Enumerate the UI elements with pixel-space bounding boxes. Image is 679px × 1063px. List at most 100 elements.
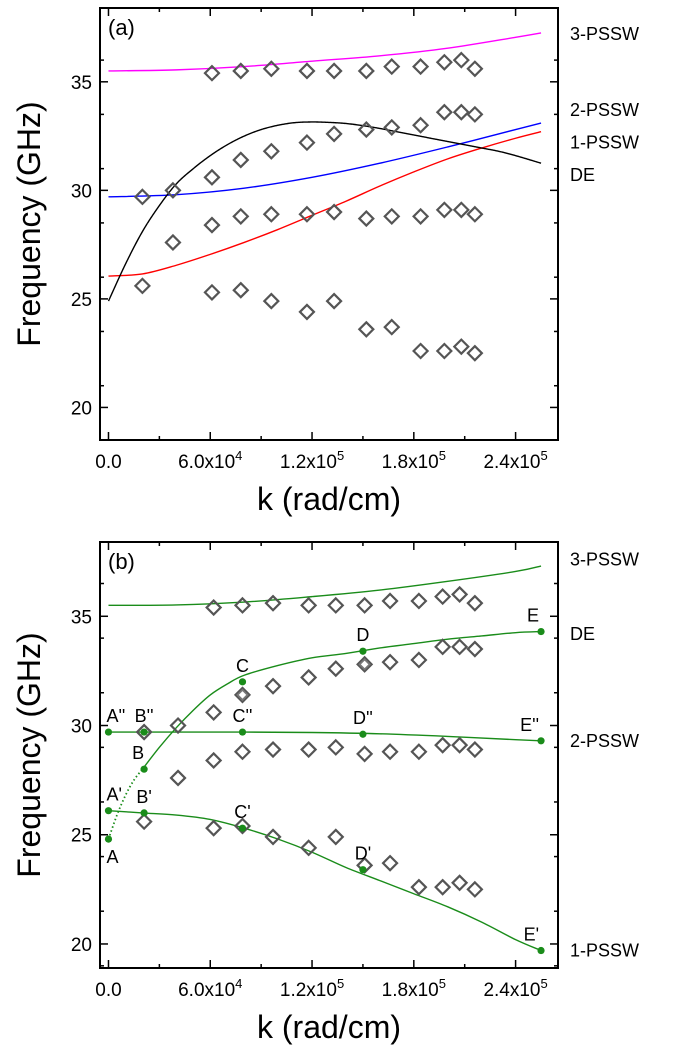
curve-label: 3-PSSW	[570, 24, 639, 44]
data-marker	[164, 233, 182, 252]
curve-1-pssw	[108, 131, 542, 277]
point-label: E'	[524, 925, 539, 945]
data-marker	[203, 168, 221, 186]
panel-label: (a)	[108, 15, 135, 40]
data-marker	[203, 64, 221, 82]
highlight-dot	[238, 678, 247, 686]
data-marker	[452, 51, 470, 69]
curve-3-pssw	[108, 32, 542, 72]
data-marker	[356, 655, 374, 673]
data-marker	[233, 596, 252, 614]
data-marker	[325, 62, 343, 80]
data-marker	[466, 594, 484, 612]
data-marker	[233, 743, 252, 761]
data-marker	[466, 205, 484, 223]
data-marker	[135, 813, 153, 831]
data-marker	[205, 751, 223, 770]
data-marker	[412, 207, 430, 225]
y-tick-label: 25	[71, 290, 92, 311]
data-marker	[233, 817, 252, 835]
data-marker	[327, 738, 345, 756]
curve-de	[141, 630, 542, 770]
point-label: B	[132, 743, 144, 763]
data-marker	[466, 640, 484, 658]
point-label: D'	[355, 844, 371, 864]
data-marker	[412, 342, 430, 360]
data-marker	[232, 281, 250, 299]
highlight-dot	[359, 730, 367, 738]
data-marker	[262, 60, 280, 78]
highlight-dot	[537, 946, 545, 955]
data-marker	[325, 292, 343, 310]
data-marker	[203, 283, 221, 301]
data-marker	[133, 277, 151, 295]
data-marker	[452, 338, 470, 356]
data-marker	[325, 203, 343, 221]
highlight-dot	[238, 824, 247, 832]
data-marker	[356, 745, 374, 763]
data-marker	[451, 874, 469, 892]
data-marker	[383, 58, 401, 76]
highlight-dot	[104, 728, 113, 736]
data-marker	[410, 743, 428, 761]
point-label: A'	[106, 785, 121, 805]
point-label: B'	[136, 787, 151, 807]
data-marker	[203, 216, 221, 234]
point-label: D''	[353, 708, 373, 728]
panel-a-chart: 20 25 30 35 0.0 6.0x104 1.2x105 1.8x105 2.4x105 k…	[11, 7, 639, 517]
highlight-dot	[359, 647, 367, 655]
data-marker	[298, 62, 316, 80]
data-marker	[381, 743, 399, 761]
point-label: C''	[233, 706, 253, 726]
curve-label: 2-PSSW	[570, 731, 639, 751]
data-marker	[452, 201, 470, 219]
data-marker	[410, 878, 428, 896]
data-marker-small	[358, 658, 371, 671]
data-marker	[298, 303, 316, 321]
panel-label: (b)	[108, 549, 135, 574]
data-marker	[466, 60, 484, 78]
curve-label: 1-PSSW	[570, 133, 639, 153]
data-marker	[410, 592, 428, 610]
curve-2-pssw	[108, 731, 542, 742]
data-marker	[466, 344, 484, 362]
point-label: E	[527, 606, 539, 626]
point-label: D	[356, 625, 369, 645]
data-marker	[381, 592, 399, 610]
data-marker	[357, 121, 375, 139]
y-tick-label: 20	[71, 398, 92, 419]
data-marker	[135, 723, 153, 741]
data-marker	[356, 596, 374, 614]
data-marker	[466, 105, 484, 123]
data-marker	[264, 677, 282, 695]
data-marker	[434, 878, 452, 896]
data-marker	[169, 769, 187, 787]
curve-label: 3-PSSW	[570, 549, 639, 569]
x-tick-label: 1.8x105	[382, 448, 446, 473]
data-marker	[169, 716, 187, 735]
data-marker	[262, 205, 280, 223]
data-marker	[325, 125, 343, 143]
point-label: A	[106, 847, 118, 867]
y-tick-label: 35	[71, 607, 92, 628]
panel-b-chart: 20 25 30 35 0.0 6.0x104 1.2x105 1.8x105 2.4x105 k…	[11, 541, 639, 1045]
data-marker	[435, 201, 453, 219]
y-tick-label: 25	[71, 826, 92, 847]
x-tick-label: 1.8x105	[382, 976, 446, 1001]
point-label: A''	[106, 706, 125, 726]
data-marker	[300, 668, 318, 687]
curve-de	[107, 121, 542, 302]
highlight-dot	[537, 627, 545, 636]
y-tick-label: 35	[71, 73, 92, 94]
data-marker	[262, 292, 280, 310]
data-marker	[452, 103, 470, 121]
data-marker	[327, 828, 345, 846]
data-marker	[264, 828, 282, 846]
highlight-dot	[104, 835, 113, 843]
y-tick-label: 30	[71, 717, 92, 738]
data-marker	[357, 320, 375, 338]
data-marker	[383, 118, 401, 136]
data-marker	[232, 151, 250, 169]
highlight-dot	[359, 866, 367, 874]
